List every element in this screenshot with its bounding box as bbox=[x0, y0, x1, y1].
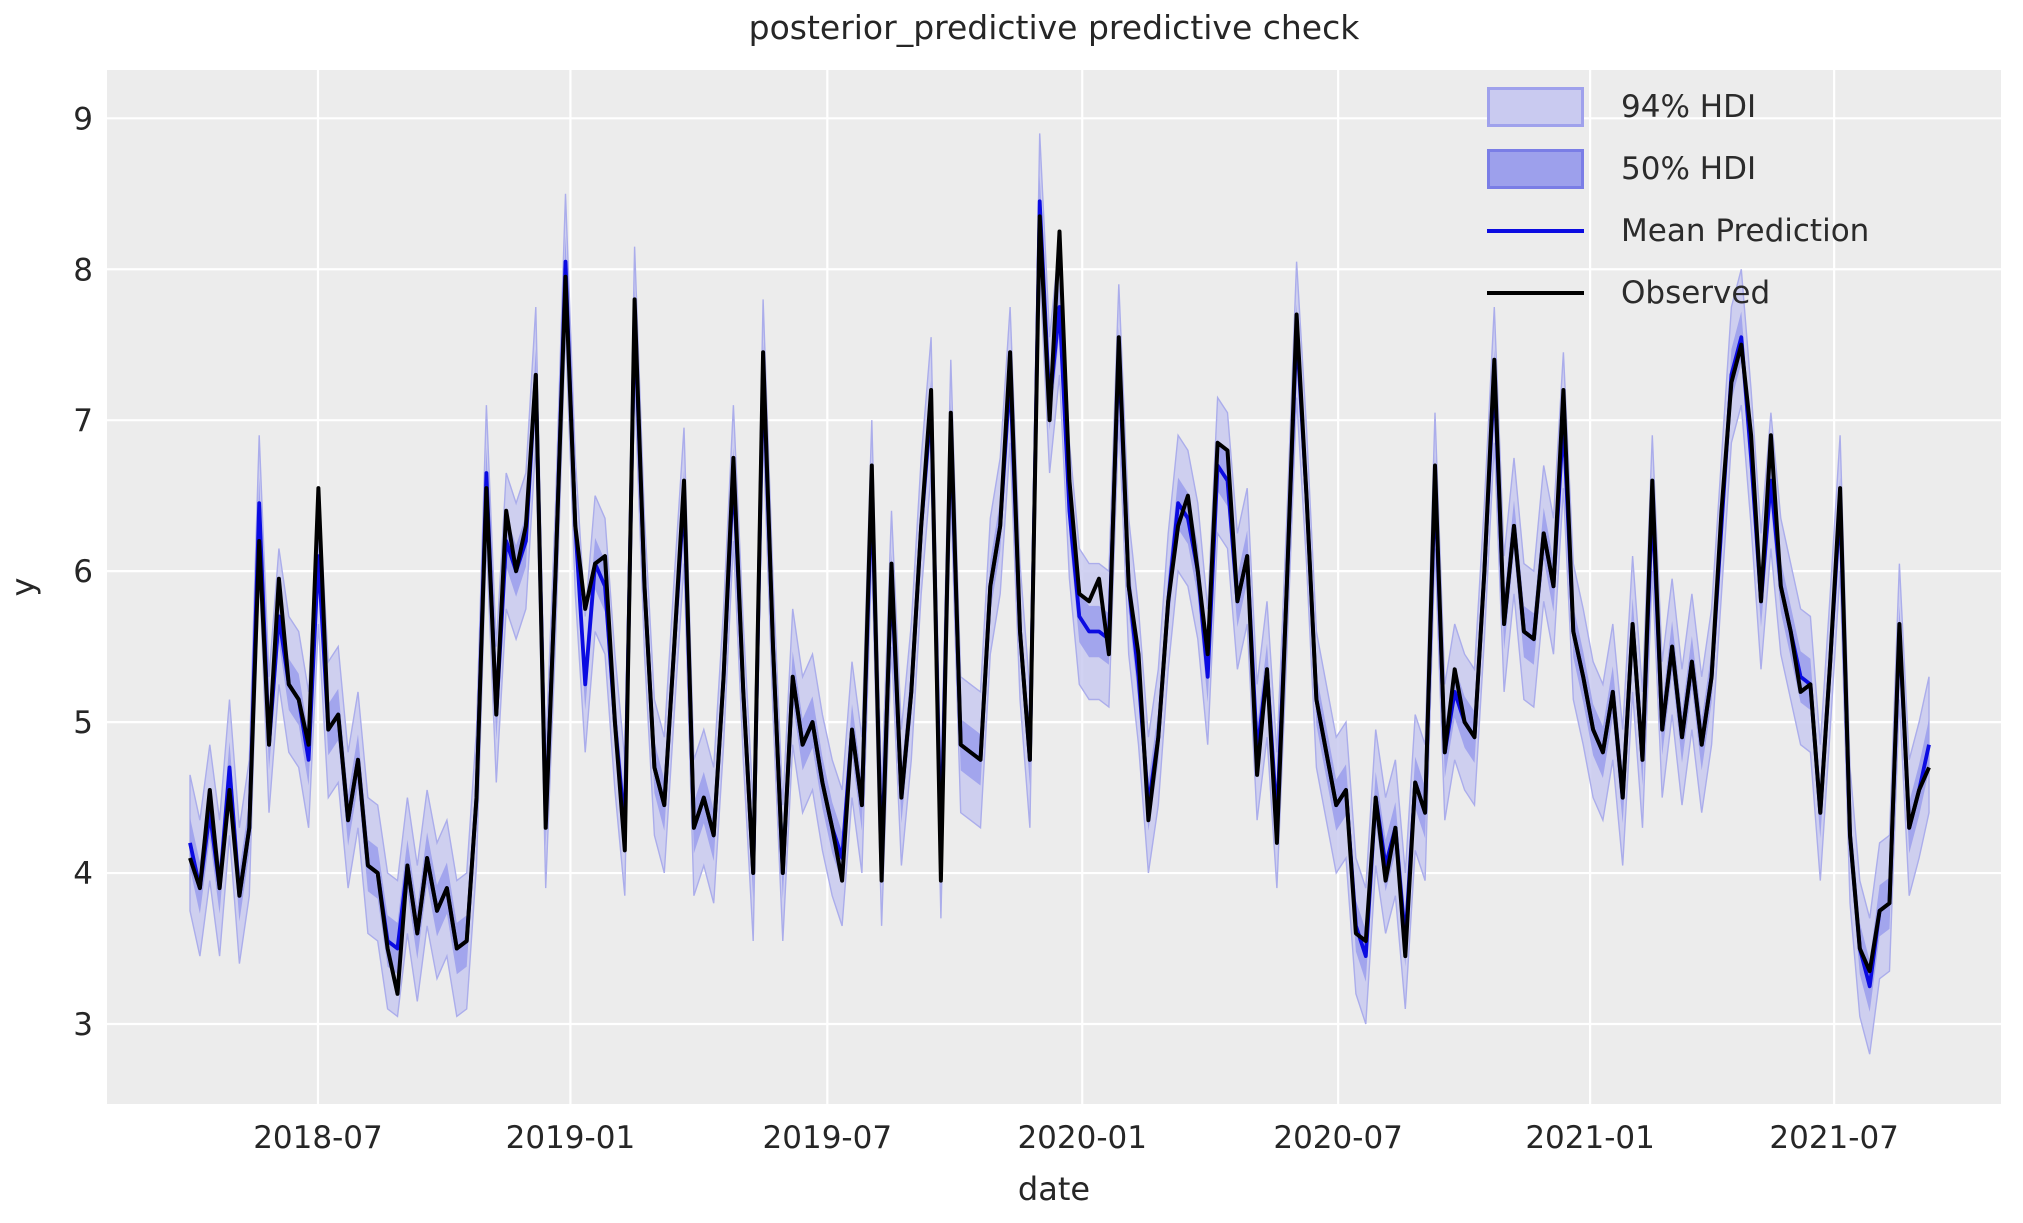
legend-label: 94% HDI bbox=[1621, 88, 1757, 125]
legend-item-mean-prediction: Mean Prediction bbox=[1487, 210, 1869, 251]
legend-item-50-hdi: 50% HDI bbox=[1487, 148, 1869, 189]
observed-line-icon bbox=[1487, 290, 1584, 295]
x-tick-label: 2019-07 bbox=[763, 1120, 893, 1156]
y-tick-label: 7 bbox=[73, 403, 93, 439]
legend-label: Observed bbox=[1621, 274, 1771, 311]
y-tick-label: 5 bbox=[73, 705, 93, 741]
x-tick-label: 2021-07 bbox=[1769, 1120, 1899, 1156]
y-axis-label: y bbox=[4, 578, 42, 597]
y-tick-label: 3 bbox=[73, 1007, 93, 1043]
legend-item-observed: Observed bbox=[1487, 272, 1869, 313]
chart-title: posterior_predictive predictive check bbox=[748, 8, 1360, 47]
y-tick-label: 9 bbox=[73, 101, 93, 137]
x-tick-label: 2019-01 bbox=[506, 1120, 636, 1156]
legend-label: 50% HDI bbox=[1621, 150, 1757, 187]
hdi50-swatch-icon bbox=[1487, 148, 1584, 189]
x-tick-label: 2020-01 bbox=[1017, 1120, 1147, 1156]
x-tick-label: 2021-01 bbox=[1525, 1120, 1655, 1156]
observed-line bbox=[188, 214, 1931, 996]
y-tick-label: 8 bbox=[73, 252, 93, 288]
hdi94-swatch-icon bbox=[1487, 86, 1584, 127]
x-tick-label: 2018-07 bbox=[253, 1120, 383, 1156]
x-tick-label: 2020-07 bbox=[1273, 1120, 1403, 1156]
legend-label: Mean Prediction bbox=[1621, 212, 1870, 249]
y-tick-label: 6 bbox=[73, 554, 93, 590]
y-tick-label: 4 bbox=[73, 856, 93, 892]
x-axis-label: date bbox=[1018, 1170, 1090, 1208]
legend: 94% HDI 50% HDI Mean Prediction Observed bbox=[1487, 86, 1869, 313]
mean-prediction-line-icon bbox=[1487, 228, 1584, 233]
legend-item-94-hdi: 94% HDI bbox=[1487, 86, 1869, 127]
